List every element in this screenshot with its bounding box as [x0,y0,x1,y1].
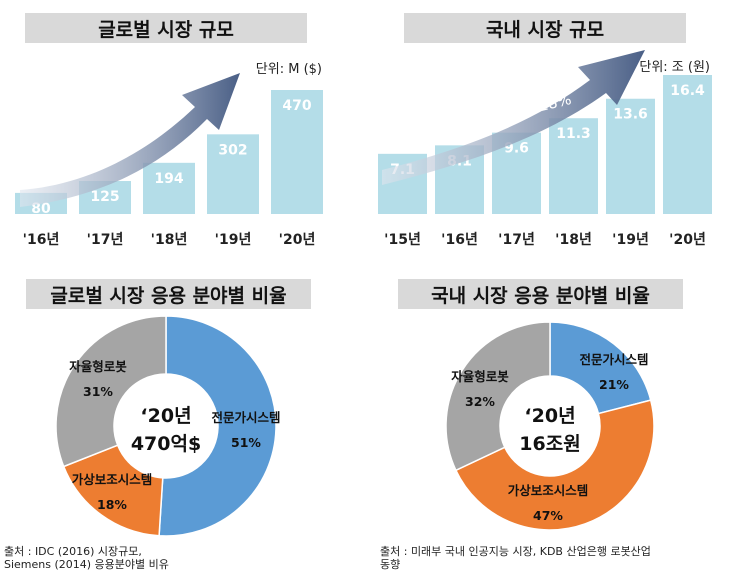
bar-value-label: 11.3 [556,126,591,142]
domestic-market-bar-chart: 7.1'15년8.1'16년9.6'17년11.3'18년13.6'19년16.… [378,50,712,248]
donut-center-total: 16조원 [519,433,580,455]
slice-percent-label: 18% [97,497,127,512]
domestic-share-title: 국내 시장 응용 분야별 비율 [398,279,683,309]
slice-name-label: 가상보조시스템 [72,472,153,487]
category-label: '19년 [215,232,252,248]
source-left-line2: Siemens (2014) 응용분야별 비유 [4,558,169,571]
slice-0 [158,315,277,537]
source-right-line1: 출처 : 미래부 국내 인공지능 시장, KDB 산업은행 로봇산업 [380,545,651,558]
bar-value-label: 470 [282,98,311,114]
bar-3 [549,118,598,214]
global-share-title: 글로벌 시장 응용 분야별 비율 [26,279,311,309]
category-label: '16년 [441,232,478,248]
source-right: 출처 : 미래부 국내 인공지능 시장, KDB 산업은행 로봇산업 동향 [380,545,651,571]
category-label: '15년 [384,232,421,248]
category-label: '18년 [555,232,592,248]
source-left-line1: 출처 : IDC (2016) 시장규모, [4,545,142,558]
slice-1 [62,444,164,537]
slice-1 [454,399,655,531]
domestic-share-donut-chart: 전문가시스템 21% 가상보조시스템 47% 자율형로봇 32% ‘20년 16조원 [445,321,655,531]
slice-2 [445,321,551,472]
slice-percent-label: 21% [599,377,629,392]
bar-3 [207,134,259,214]
category-label: '18년 [151,232,188,248]
donut-center-year: ‘20년 [140,405,191,427]
donut-center-total: 470억$ [131,433,201,455]
bar-value-label: 302 [218,142,247,158]
slice-percent-label: 51% [231,435,261,450]
source-left: 출처 : IDC (2016) 시장규모, Siemens (2014) 응용분… [4,545,169,571]
category-label: '17년 [87,232,124,248]
slice-percent-label: 31% [83,384,113,399]
unit-label: 단위: 조 (원) [639,60,710,75]
growth-arrow-icon [382,50,645,185]
slice-name-label: 자율형로봇 [451,369,509,384]
global-share-donut-chart: 전문가시스템 51% 가상보조시스템 18% 자율형로봇 31% ‘20년 470억$ [55,315,281,537]
slice-2 [55,315,167,468]
bar-2 [143,162,195,214]
bar-value-label: 80 [31,201,51,217]
category-label: '17년 [498,232,535,248]
source-right-line2: 동향 [380,558,401,571]
slice-percent-label: 47% [533,508,563,523]
category-label: '16년 [23,232,60,248]
bar-value-label: 194 [154,171,183,187]
bar-value-label: 125 [90,189,119,205]
global-market-title: 글로벌 시장 규모 [25,13,307,43]
domestic-market-title: 국내 시장 규모 [404,13,686,43]
bar-4 [606,98,655,214]
slice-name-label: 가상보조시스템 [508,483,589,498]
slice-name-label: 전문가시스템 [211,410,280,425]
growth-arrow-icon [20,73,240,207]
category-label: '19년 [612,232,649,248]
donut-center-year: ‘20년 [524,405,575,427]
bar-value-label: 13.6 [613,107,648,123]
bar-4 [271,90,323,214]
category-label: '20년 [669,232,706,248]
slice-percent-label: 32% [465,394,495,409]
bar-5 [663,75,712,214]
slice-name-label: 자율형로봇 [69,359,127,374]
slice-name-label: 전문가시스템 [579,352,648,367]
category-label: '20년 [279,232,316,248]
slice-0 [549,321,652,415]
unit-label: 단위: M ($) [256,62,322,77]
bar-value-label: 16.4 [670,83,705,99]
